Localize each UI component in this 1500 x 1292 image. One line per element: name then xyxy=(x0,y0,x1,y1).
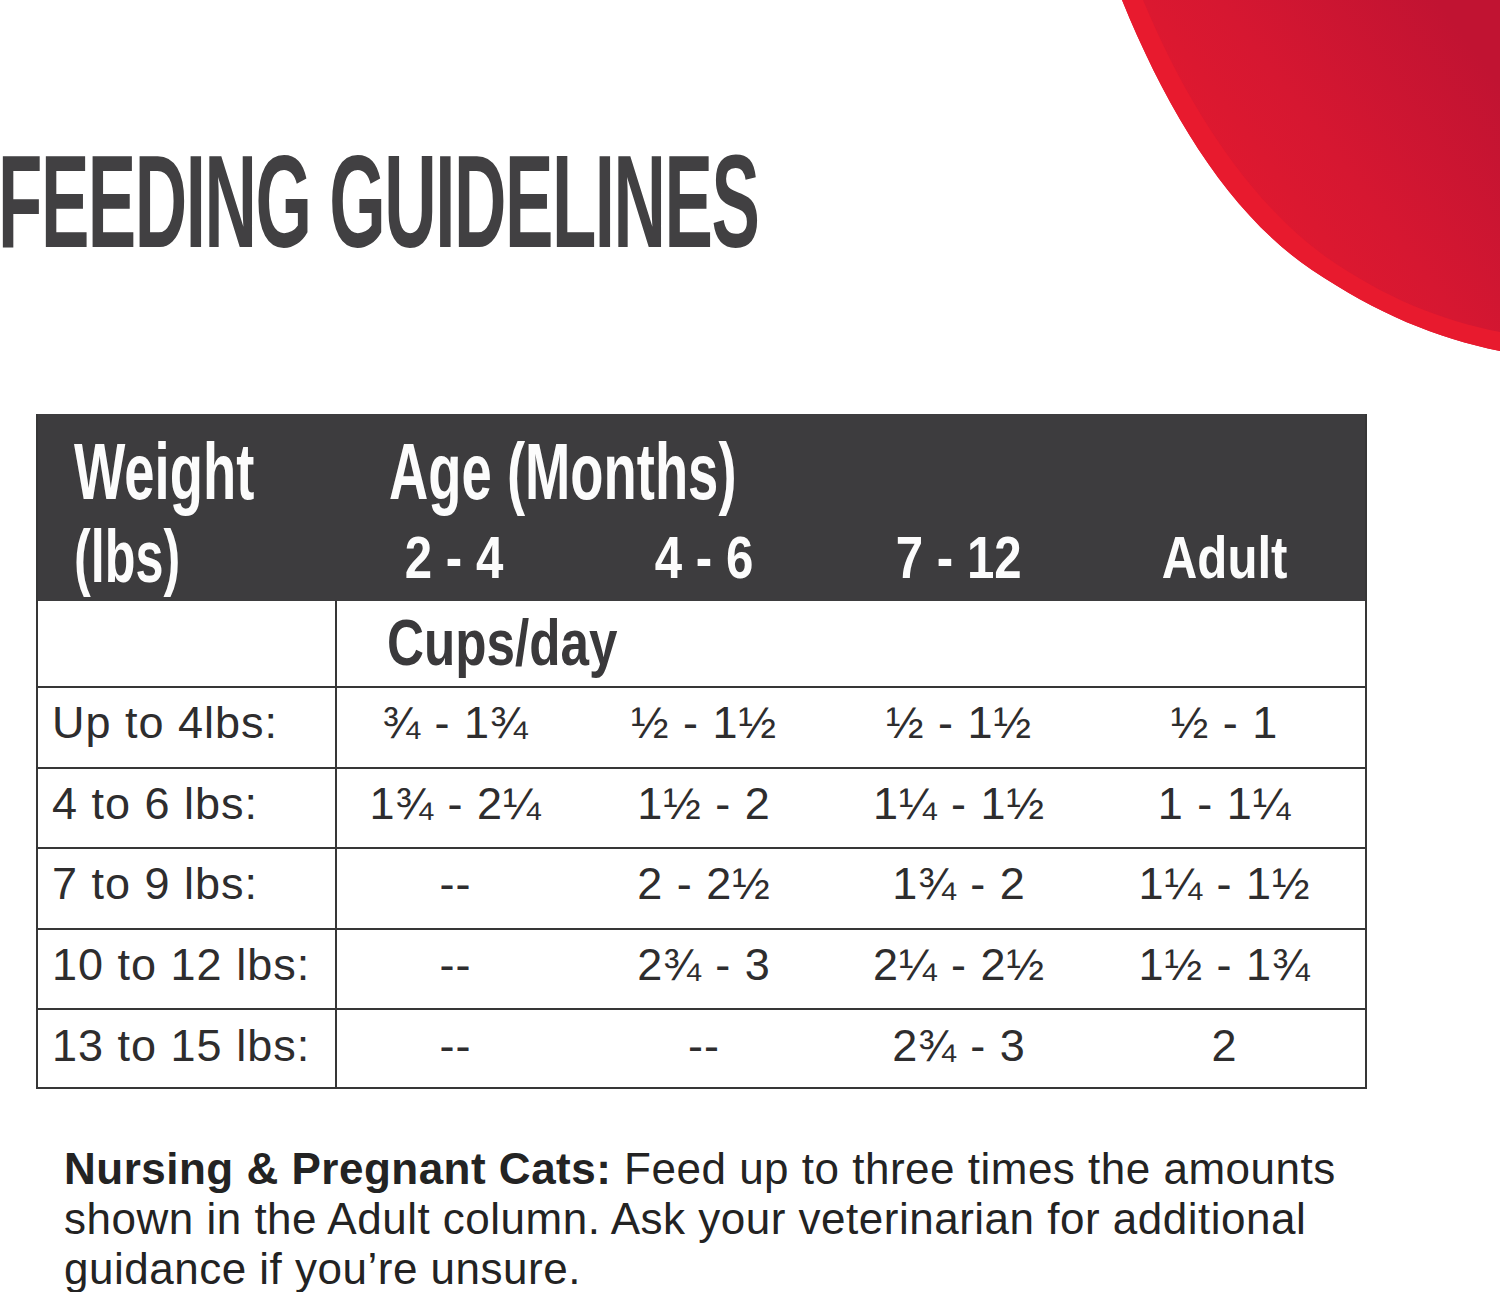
weight-cell: Up to 4lbs: xyxy=(38,688,335,767)
table-row: 4 to 6 lbs: 1¾ - 2¼ 1½ - 2 1¼ - 1½ 1 - 1… xyxy=(38,767,1365,848)
units-row: Cups/day xyxy=(38,601,1365,686)
value-cell: 2 xyxy=(1084,1010,1365,1089)
value-cell: 2¼ - 2½ xyxy=(834,930,1084,1009)
weight-column-header: Weight xyxy=(38,414,335,514)
value-cell: 1¾ - 2 xyxy=(834,849,1084,928)
value-cell: 1½ - 1¾ xyxy=(1084,930,1365,1009)
units-row-spacer xyxy=(38,601,335,686)
value-cell: -- xyxy=(335,1010,574,1089)
value-cell: ½ - 1 xyxy=(1084,688,1365,767)
cups-per-day-cell: Cups/day xyxy=(335,601,1365,686)
table-row: Up to 4lbs: ¾ - 1¾ ½ - 1½ ½ - 1½ ½ - 1 xyxy=(38,686,1365,767)
weight-cell: 10 to 12 lbs: xyxy=(38,930,335,1009)
cups-per-day-label: Cups/day xyxy=(387,611,617,675)
value-cell: -- xyxy=(335,849,574,928)
value-cell: ½ - 1½ xyxy=(574,688,834,767)
value-cell: 2 - 2½ xyxy=(574,849,834,928)
footnote-bold-label: Nursing & Pregnant Cats: xyxy=(64,1144,611,1193)
weight-unit-label: (lbs) xyxy=(38,514,335,601)
value-cell: 1 - 1¼ xyxy=(1084,769,1365,848)
footnote-line: Nursing & Pregnant Cats: Feed up to thre… xyxy=(64,1144,1336,1194)
table-row: 13 to 15 lbs: -- -- 2¾ - 3 2 xyxy=(38,1008,1365,1089)
weight-cell: 13 to 15 lbs: xyxy=(38,1010,335,1089)
footnote: Nursing & Pregnant Cats: Feed up to thre… xyxy=(64,1144,1336,1292)
page-title: FEEDING GUIDELINES xyxy=(0,136,758,268)
value-cell: -- xyxy=(574,1010,834,1089)
swoosh-body xyxy=(1122,0,1500,351)
weight-header-label: Weight xyxy=(74,432,254,512)
value-cell: 2¾ - 3 xyxy=(574,930,834,1009)
value-cell: 1¼ - 1½ xyxy=(1084,849,1365,928)
weight-cell: 7 to 9 lbs: xyxy=(38,849,335,928)
footnote-line: shown in the Adult column. Ask your vete… xyxy=(64,1194,1336,1244)
table-header: Weight Age (Months) (lbs) 2 - 4 4 - 6 7 … xyxy=(38,414,1365,601)
table-row: 7 to 9 lbs: -- 2 - 2½ 1¾ - 2 1¼ - 1½ xyxy=(38,847,1365,928)
footnote-line: guidance if you’re unsure. xyxy=(64,1244,1336,1292)
value-cell: 2¾ - 3 xyxy=(834,1010,1084,1089)
age-months-header: Age (Months) xyxy=(335,414,1365,514)
footnote-text: Feed up to three times the amounts xyxy=(611,1144,1335,1193)
age-column-header-4-6: 4 - 6 xyxy=(574,514,834,601)
value-cell: 1½ - 2 xyxy=(574,769,834,848)
value-cell: 1¼ - 1½ xyxy=(834,769,1084,848)
weight-cell: 4 to 6 lbs: xyxy=(38,769,335,848)
age-column-header-7-12: 7 - 12 xyxy=(834,514,1084,601)
value-cell: ¾ - 1¾ xyxy=(335,688,574,767)
value-cell: -- xyxy=(335,930,574,1009)
table-row: 10 to 12 lbs: -- 2¾ - 3 2¼ - 2½ 1½ - 1¾ xyxy=(38,928,1365,1009)
age-column-header-adult: Adult xyxy=(1084,514,1365,601)
age-column-header-2-4: 2 - 4 xyxy=(335,514,574,601)
age-months-label: Age (Months) xyxy=(389,432,736,512)
red-swoosh-graphic xyxy=(1120,0,1500,360)
value-cell: 1¾ - 2¼ xyxy=(335,769,574,848)
value-cell: ½ - 1½ xyxy=(834,688,1084,767)
page: FEEDING GUIDELINES Weight Age (Months) (… xyxy=(0,0,1500,1292)
feeding-guidelines-table: Weight Age (Months) (lbs) 2 - 4 4 - 6 7 … xyxy=(36,414,1367,1089)
